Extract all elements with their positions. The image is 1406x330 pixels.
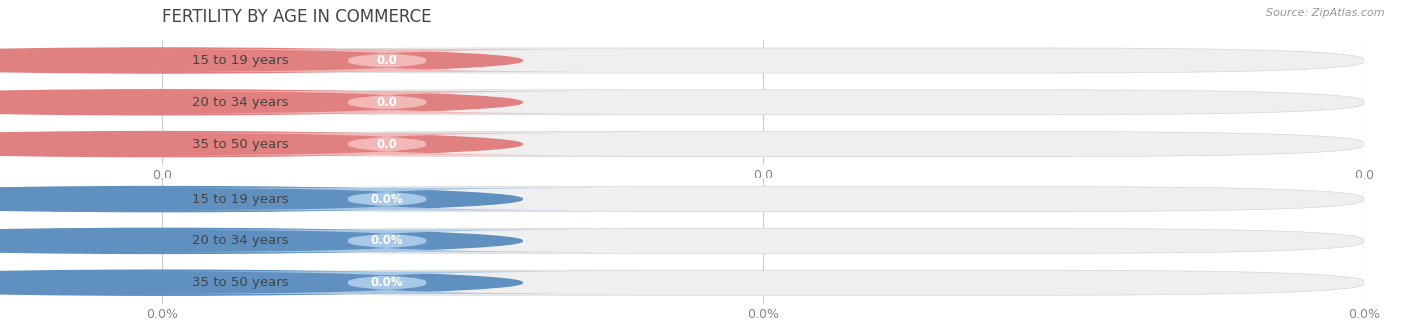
Text: 20 to 34 years: 20 to 34 years [191,96,288,109]
FancyBboxPatch shape [162,270,1364,295]
FancyBboxPatch shape [162,90,1364,115]
FancyBboxPatch shape [134,271,640,294]
Text: Source: ZipAtlas.com: Source: ZipAtlas.com [1267,8,1385,18]
Text: 35 to 50 years: 35 to 50 years [191,276,288,289]
Text: FERTILITY BY AGE IN COMMERCE: FERTILITY BY AGE IN COMMERCE [162,8,432,26]
Text: 15 to 19 years: 15 to 19 years [191,54,288,67]
FancyBboxPatch shape [134,91,640,114]
Text: 15 to 19 years: 15 to 19 years [191,193,288,206]
FancyBboxPatch shape [162,228,1364,253]
Circle shape [0,132,523,157]
FancyBboxPatch shape [162,132,1364,157]
Circle shape [0,270,523,295]
Text: 35 to 50 years: 35 to 50 years [191,138,288,150]
Text: 20 to 34 years: 20 to 34 years [191,234,288,248]
Text: 0.0%: 0.0% [371,276,404,289]
Text: 0.0: 0.0 [377,54,398,67]
FancyBboxPatch shape [134,133,640,155]
Text: 0.0%: 0.0% [371,234,404,248]
Text: 0.0: 0.0 [377,96,398,109]
Text: 0.0%: 0.0% [371,193,404,206]
Text: 0.0: 0.0 [377,138,398,150]
FancyBboxPatch shape [134,230,640,252]
FancyBboxPatch shape [162,48,1364,73]
FancyBboxPatch shape [162,186,1364,212]
Circle shape [0,228,523,253]
Circle shape [0,48,523,73]
Circle shape [0,186,523,212]
Circle shape [0,90,523,115]
FancyBboxPatch shape [134,188,640,211]
FancyBboxPatch shape [134,49,640,72]
